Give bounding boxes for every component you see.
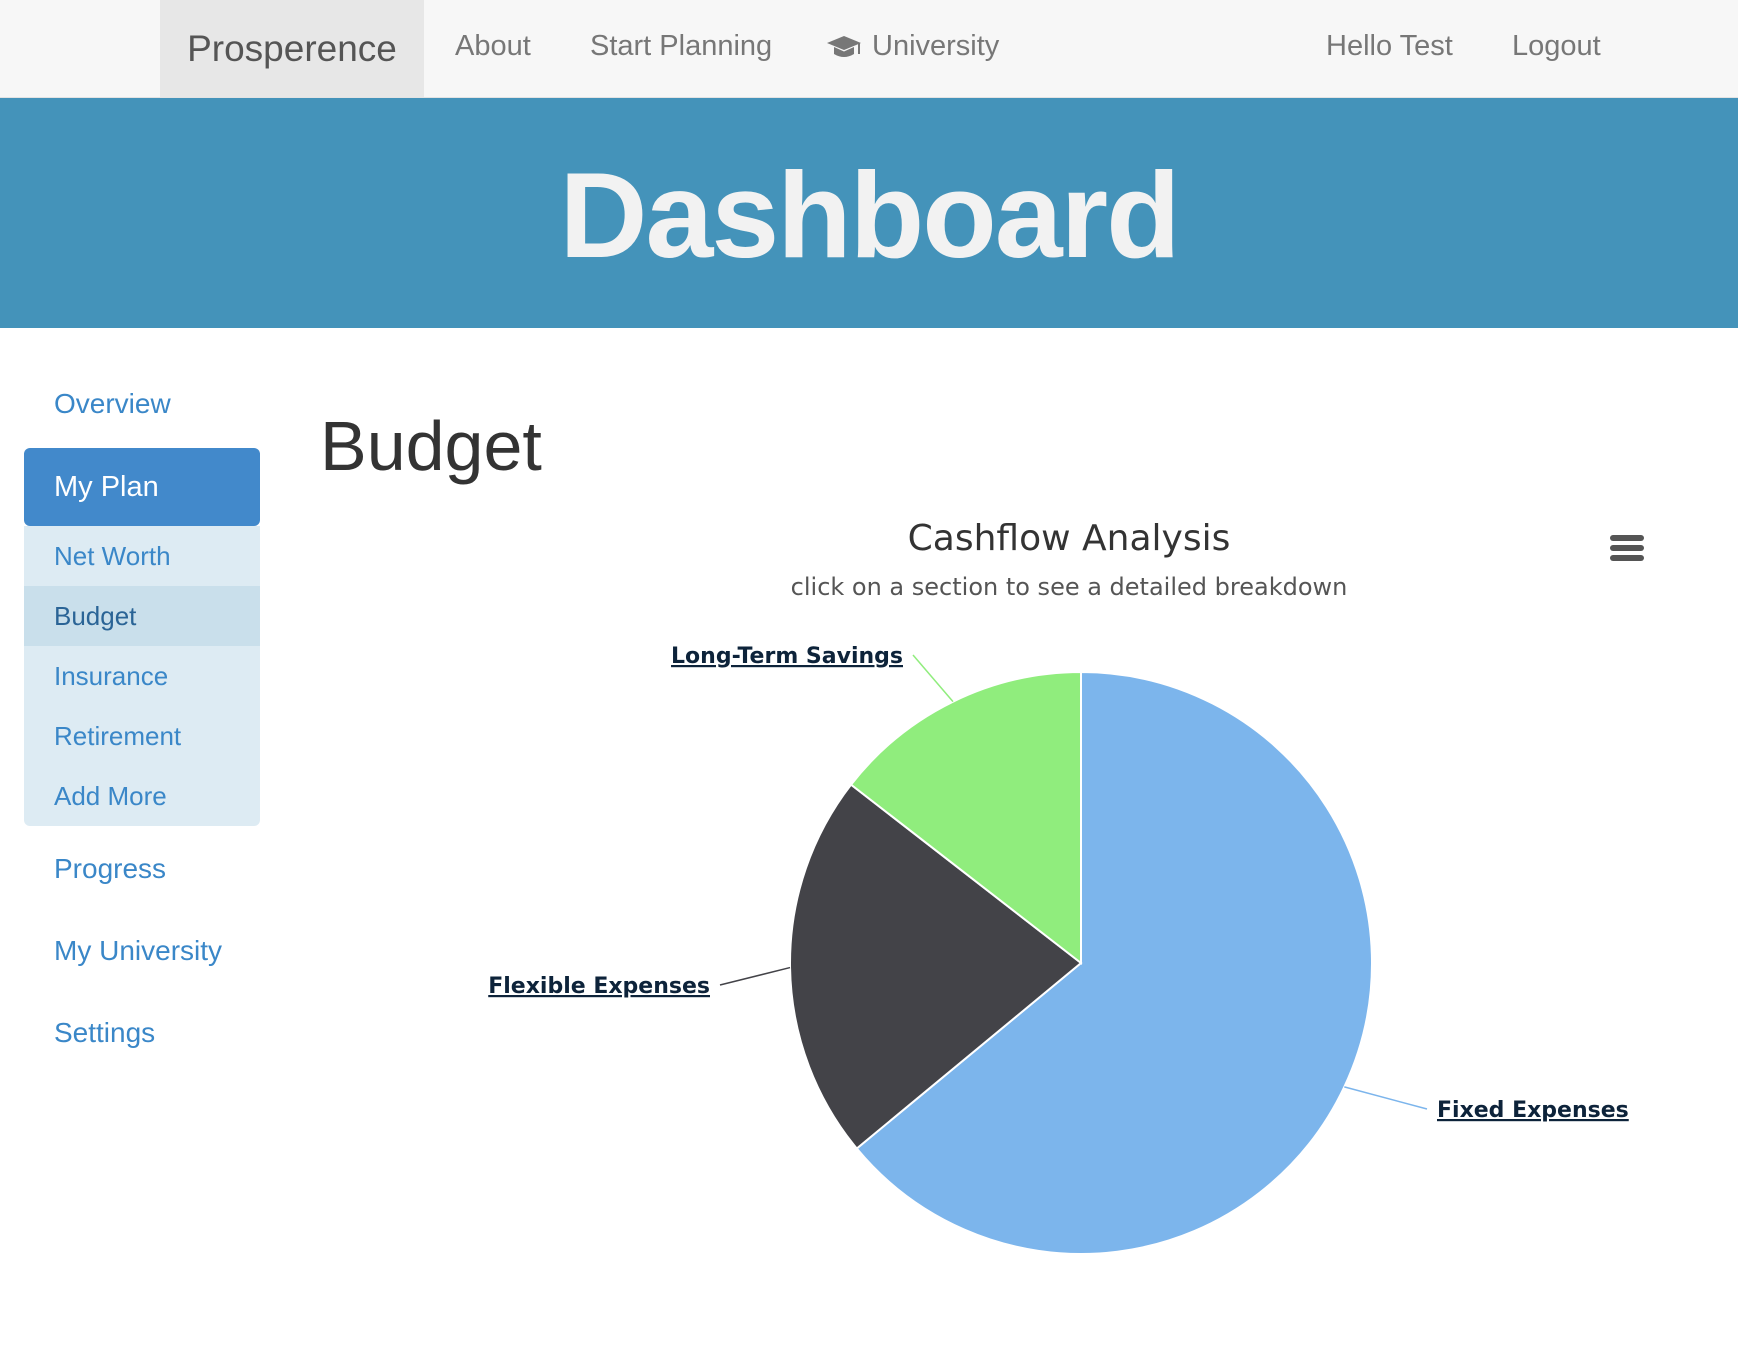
logout-link[interactable]: Logout [1512,30,1601,62]
connector-long-term-savings [912,654,954,703]
graduation-cap-icon [827,35,861,57]
pie-slice-long-term-savings[interactable] [849,670,1082,966]
page-title: Budget [320,407,542,485]
nav-university-label: University [872,30,1000,62]
banner-title: Dashboard [559,147,1180,283]
pie-chart: Fixed Expenses Flexible Expenses Long-Term… [488,644,1629,1255]
top-navbar: Prosperence About Start Planning Univers… [0,0,1738,98]
pie-slice-fixed-expenses[interactable] [855,670,1373,1255]
my-plan-subnav: Net Worth Budget Insurance Retirement Ad… [24,526,260,826]
subnav-item-net-worth[interactable]: Net Worth [54,541,171,571]
subnav-item-add-more[interactable]: Add More [54,781,167,811]
sidebar-item-settings[interactable]: Settings [54,1017,156,1048]
sidebar-item-my-plan[interactable]: My Plan [24,448,260,526]
connector-flexible-expenses [719,966,791,986]
chart-subtitle: click on a section to see a detailed bre… [790,573,1348,601]
brand-link[interactable]: Prosperence [160,0,424,97]
dashboard-banner: Dashboard [0,98,1738,328]
nav-university[interactable]: University [826,0,999,93]
sidebar-item-progress[interactable]: Progress [54,853,167,884]
connector-fixed-expenses [1344,1086,1428,1110]
chart-menu-icon[interactable] [1608,532,1648,564]
greeting-link[interactable]: Hello Test [1326,30,1453,62]
sidebar-item-my-university[interactable]: My University [54,935,223,966]
pie-slice-flexible-expenses[interactable] [789,783,1083,1150]
pie-label-flexible-expenses[interactable]: Flexible Expenses [488,974,710,999]
pie-label-fixed-expenses[interactable]: Fixed Expenses [1437,1098,1629,1123]
chart-title: Cashflow Analysis [907,518,1231,559]
nav-start-planning[interactable]: Start Planning [590,30,773,62]
sidebar-item-overview[interactable]: Overview [54,388,171,419]
subnav-item-retirement[interactable]: Retirement [54,721,182,751]
subnav-item-insurance[interactable]: Insurance [54,661,169,691]
subnav-selected-highlight [24,586,260,646]
subnav-item-budget[interactable]: Budget [54,601,137,631]
nav-about[interactable]: About [455,30,531,62]
cashflow-chart: Cashflow Analysis click on a section to … [460,500,1720,1280]
pie-label-long-term-savings[interactable]: Long-Term Savings [671,644,903,669]
